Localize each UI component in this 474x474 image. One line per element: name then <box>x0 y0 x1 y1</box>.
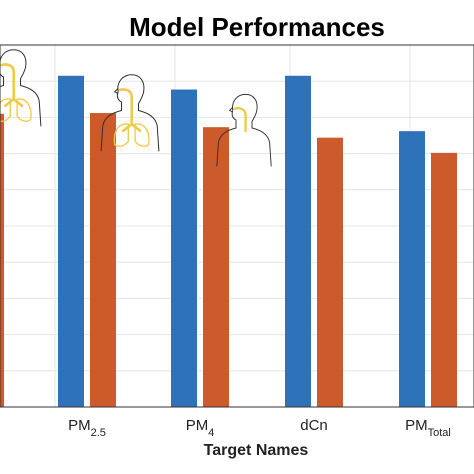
human-respiratory-upper-airway-icon <box>216 93 272 167</box>
respiratory-icons <box>0 49 272 167</box>
x-tick-label: dCn <box>300 417 328 434</box>
x-tick-label: PMTotal <box>405 417 451 439</box>
x-axis-label: Target Names <box>204 442 309 459</box>
human-respiratory-lungs-icon <box>100 74 160 152</box>
bar-partial-left <box>0 113 4 407</box>
bar-orange-3 <box>431 152 457 407</box>
bar-blue-1 <box>171 89 197 407</box>
human-respiratory-nose-icon <box>0 49 42 127</box>
x-tick-label: PM4 <box>186 417 215 439</box>
chart-title: Model Performances <box>129 12 385 42</box>
bar-blue-3 <box>399 131 425 407</box>
x-tick-labels: PM2.5 PM4 dCn PMTotal <box>68 417 451 439</box>
bar-orange-1 <box>203 127 229 407</box>
bar-blue-2 <box>285 75 311 408</box>
bars <box>0 75 457 408</box>
bar-orange-0 <box>90 113 116 407</box>
bar-orange-2 <box>317 137 343 407</box>
x-tick-label: PM2.5 <box>68 417 106 439</box>
plot-frame <box>0 44 474 408</box>
bar-blue-0 <box>58 75 84 408</box>
